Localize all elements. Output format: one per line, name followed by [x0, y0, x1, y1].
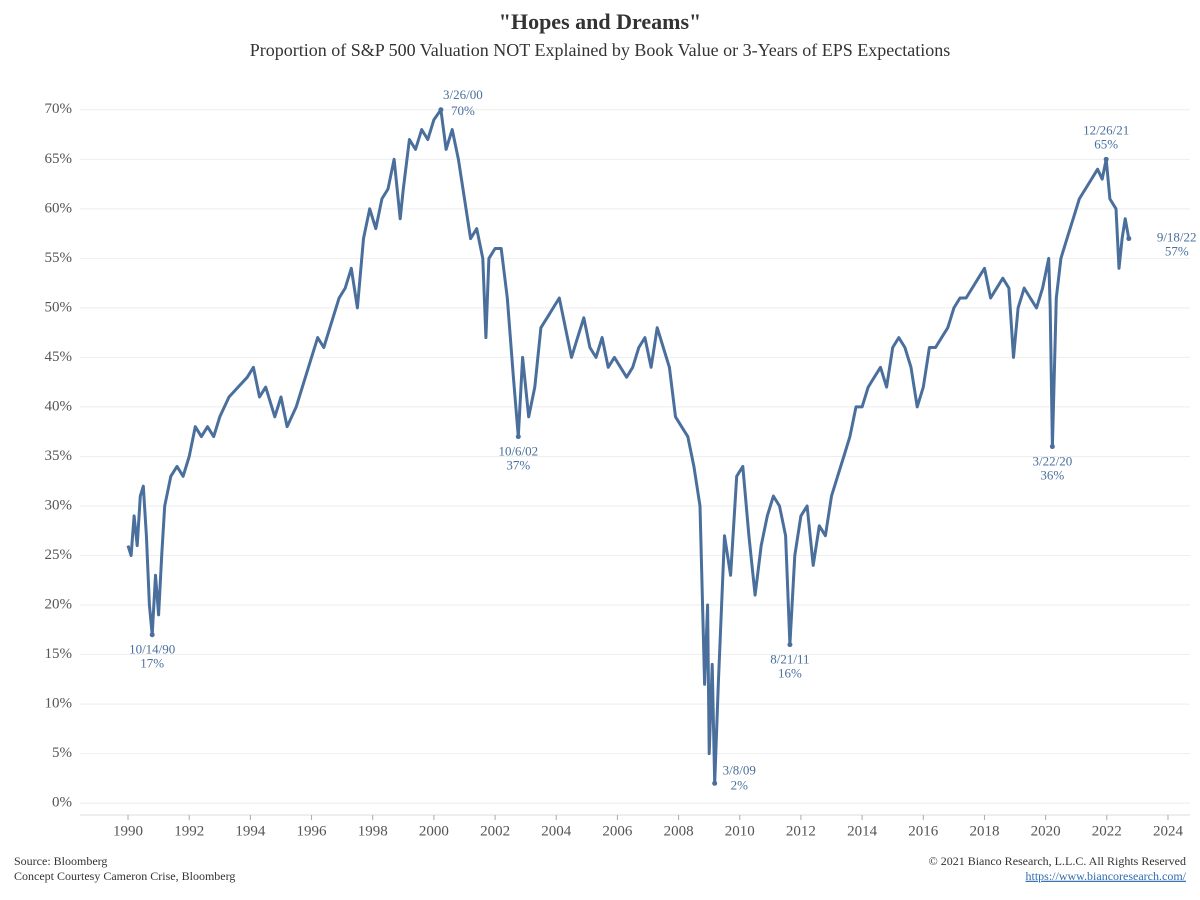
annotation-date: 10/6/02	[498, 444, 538, 459]
y-tick-label: 5%	[52, 745, 72, 761]
annotation-date: 3/26/00	[443, 87, 483, 102]
x-tick-label: 1996	[297, 823, 328, 839]
y-tick-label: 30%	[45, 497, 73, 513]
y-tick-label: 45%	[45, 349, 73, 365]
annotation-point	[1126, 236, 1132, 242]
y-tick-label: 0%	[52, 795, 72, 811]
annotation-value: 65%	[1094, 136, 1118, 151]
y-tick-label: 10%	[45, 696, 73, 712]
x-tick-label: 2008	[664, 823, 694, 839]
source: Source: Bloomberg	[14, 854, 107, 868]
x-tick-label: 2010	[725, 823, 755, 839]
annotation-point	[787, 642, 793, 648]
y-tick-label: 50%	[45, 299, 73, 315]
chart-title: "Hopes and Dreams"	[499, 9, 701, 34]
y-tick-label: 35%	[45, 448, 73, 464]
annotation-value: 37%	[506, 458, 530, 473]
x-tick-label: 1994	[235, 823, 266, 839]
annotation-point	[149, 632, 155, 638]
x-tick-label: 2018	[969, 823, 999, 839]
x-tick-label: 2000	[419, 823, 449, 839]
x-tick-label: 1992	[174, 823, 204, 839]
annotation-point	[1103, 156, 1109, 162]
x-tick-label: 2004	[541, 823, 572, 839]
y-tick-label: 70%	[45, 101, 73, 117]
annotation-value: 70%	[451, 103, 475, 118]
copyright: © 2021 Bianco Research, L.L.C. All Right…	[929, 854, 1186, 868]
annotation-date: 8/21/11	[770, 652, 809, 667]
annotation-date: 10/14/90	[129, 642, 175, 657]
x-tick-label: 2002	[480, 823, 510, 839]
x-tick-label: 2024	[1153, 823, 1184, 839]
annotation-value: 17%	[140, 656, 164, 671]
x-tick-label: 2022	[1092, 823, 1122, 839]
annotation-point	[1049, 444, 1055, 450]
url[interactable]: https://www.biancoresearch.com/	[1025, 869, 1186, 883]
x-tick-label: 2012	[786, 823, 816, 839]
annotation-value: 16%	[778, 666, 802, 681]
x-tick-label: 2020	[1031, 823, 1061, 839]
x-tick-label: 1998	[358, 823, 388, 839]
y-tick-label: 25%	[45, 547, 73, 563]
annotation-value: 2%	[731, 777, 749, 792]
line	[126, 108, 1131, 785]
x-tick-label: 1990	[113, 823, 143, 839]
chart-subtitle: Proportion of S&P 500 Valuation NOT Expl…	[250, 40, 950, 60]
concept: Concept Courtesy Cameron Crise, Bloomber…	[14, 869, 235, 883]
annotation-point	[515, 434, 521, 440]
annotation-value: 36%	[1040, 468, 1064, 483]
annotation-point	[712, 780, 718, 786]
annotation-date: 3/8/09	[723, 762, 756, 777]
y-tick-label: 20%	[45, 596, 73, 612]
y-tick-label: 65%	[45, 151, 73, 167]
annotation-date: 12/26/21	[1083, 122, 1129, 137]
annotation-point	[438, 107, 444, 113]
annotation-date: 3/22/20	[1032, 454, 1072, 469]
y-tick-label: 40%	[45, 398, 73, 414]
annotation-value: 57%	[1165, 244, 1189, 259]
x-tick-label: 2006	[602, 823, 633, 839]
y-tick-label: 15%	[45, 646, 73, 662]
y-tick-label: 60%	[45, 200, 73, 216]
x-tick-label: 2014	[847, 823, 878, 839]
annotation-date: 9/18/22	[1157, 230, 1197, 245]
y-tick-label: 55%	[45, 250, 73, 266]
x-tick-label: 2016	[908, 823, 939, 839]
